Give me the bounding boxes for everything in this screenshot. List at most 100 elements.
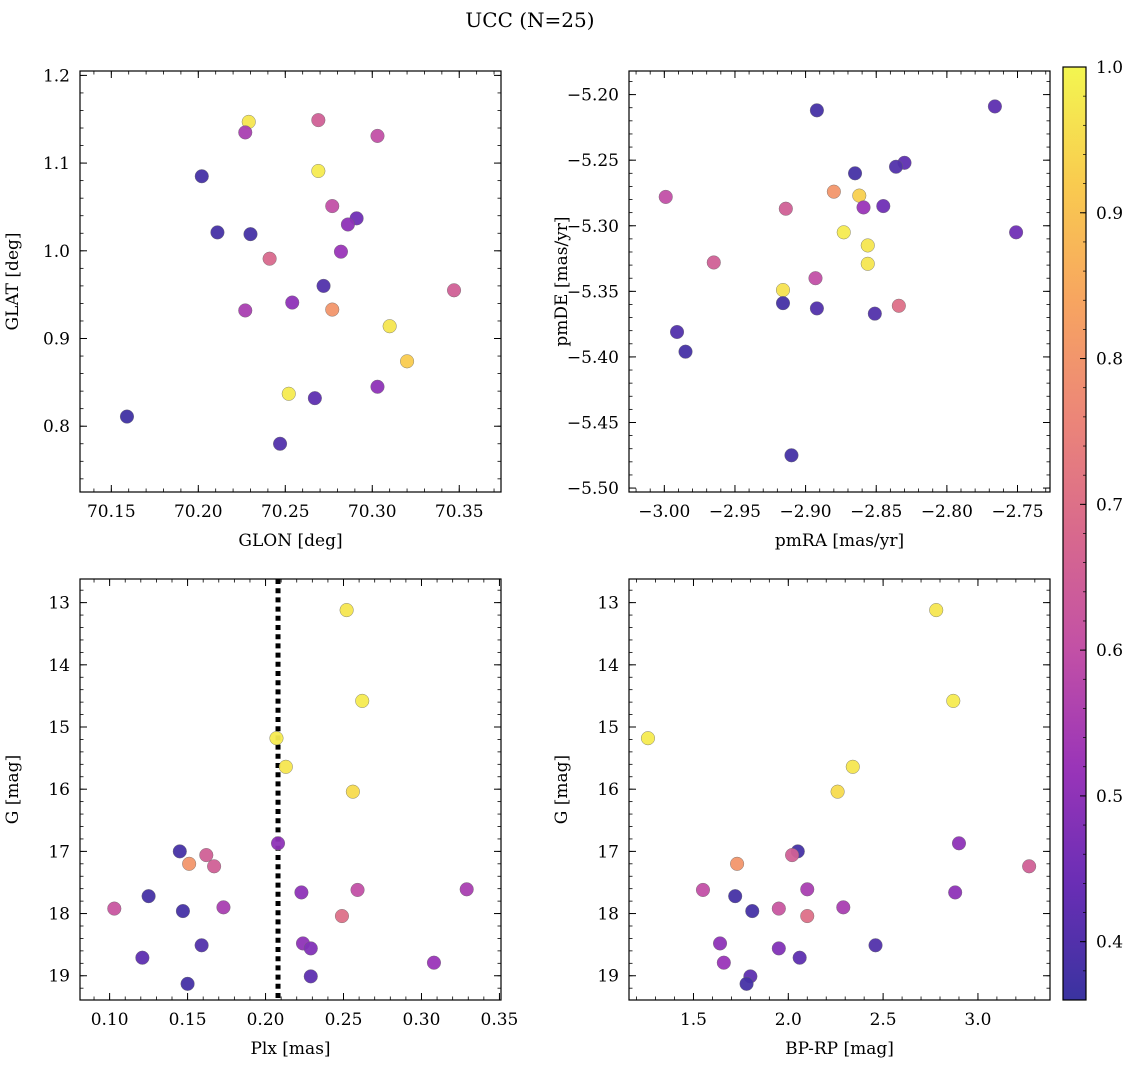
- colorbar-tick-label: 0.6: [1096, 641, 1123, 661]
- data-point: [285, 295, 300, 310]
- y-tick-label: 17: [597, 842, 619, 862]
- data-point: [771, 901, 786, 916]
- data-point: [860, 238, 875, 253]
- data-point: [194, 169, 209, 184]
- x-axis-label: GLON [deg]: [238, 531, 342, 551]
- data-point: [180, 976, 195, 991]
- data-point: [778, 201, 793, 216]
- colorbar-tick-label: 0.9: [1096, 204, 1123, 224]
- data-point: [210, 225, 225, 240]
- data-point: [836, 225, 851, 240]
- data-point: [334, 909, 349, 924]
- x-tick-label: −2.85: [850, 502, 902, 522]
- data-point: [345, 784, 360, 799]
- y-tick-label: 13: [597, 594, 619, 614]
- x-tick-label: 0.15: [169, 1010, 207, 1030]
- data-point: [775, 283, 790, 298]
- data-point: [135, 950, 150, 965]
- data-point: [867, 306, 882, 321]
- y-tick-label: 17: [48, 842, 70, 862]
- y-tick-label: 19: [48, 967, 70, 987]
- y-tick-label: 16: [48, 780, 70, 800]
- x-tick-label: 0.10: [91, 1010, 129, 1030]
- data-point: [269, 731, 284, 746]
- y-tick-label: 14: [48, 656, 70, 676]
- data-point: [670, 324, 685, 339]
- x-tick-label: 0.25: [325, 1010, 363, 1030]
- axes-frame: [79, 578, 502, 1001]
- y-tick-label: 0.8: [43, 417, 70, 437]
- data-point: [800, 882, 815, 897]
- colorbar-tick-label: 1.0: [1096, 58, 1123, 78]
- data-point: [868, 938, 883, 953]
- x-tick-label: 2.0: [775, 1010, 802, 1030]
- data-point: [426, 955, 441, 970]
- x-tick-label: 0.35: [481, 1010, 519, 1030]
- data-point: [792, 950, 807, 965]
- data-point: [951, 836, 966, 851]
- colorbar: 0.4 0.5 0.6 0.7 0.8 0.9 1.0: [1062, 58, 1123, 1001]
- y-tick-label: 1.0: [43, 242, 70, 262]
- data-point: [1009, 225, 1024, 240]
- data-point: [281, 386, 296, 401]
- y-axis-label: G [mag]: [552, 755, 572, 824]
- x-tick-label: −2.90: [780, 502, 832, 522]
- data-point: [946, 693, 961, 708]
- data-point: [294, 885, 309, 900]
- x-tick-label: 1.5: [680, 1010, 707, 1030]
- y-tick-label: −5.35: [567, 282, 619, 302]
- y-tick-label: −5.45: [567, 413, 619, 433]
- data-point: [207, 859, 222, 874]
- data-point: [891, 298, 906, 313]
- data-point: [370, 379, 385, 394]
- data-point: [889, 159, 904, 174]
- x-tick-label: 70.35: [435, 502, 484, 522]
- data-point: [695, 882, 710, 897]
- data-point: [640, 731, 655, 746]
- x-tick-label: 70.15: [87, 502, 136, 522]
- y-tick-label: 1.2: [43, 66, 70, 86]
- y-tick-label: 19: [597, 967, 619, 987]
- data-point: [713, 936, 728, 951]
- data-point: [325, 199, 340, 214]
- data-point: [739, 976, 754, 991]
- y-tick-label: 15: [597, 718, 619, 738]
- x-tick-label: −2.80: [921, 502, 973, 522]
- data-point: [728, 889, 743, 904]
- data-point: [929, 603, 944, 618]
- panel-plx-g: 0.10 0.15 0.20 0.25 0.30 0.35 13 14 15 16 17 18 19 Pl…: [3, 578, 519, 1059]
- data-point: [243, 227, 258, 242]
- data-point: [194, 938, 209, 953]
- data-point: [303, 941, 318, 956]
- data-point: [262, 251, 277, 266]
- data-point: [800, 909, 815, 924]
- data-point: [775, 296, 790, 311]
- x-tick-label: −2.95: [709, 502, 761, 522]
- data-point: [826, 184, 841, 199]
- data-point: [175, 904, 190, 919]
- data-point: [307, 391, 322, 406]
- data-point: [745, 904, 760, 919]
- x-tick-label: 70.25: [261, 502, 310, 522]
- data-point: [311, 113, 326, 128]
- y-tick-label: 15: [48, 718, 70, 738]
- colorbar-tick-label: 0.8: [1096, 350, 1123, 370]
- data-point: [1022, 859, 1037, 874]
- panel-glon-glat: 70.15 70.20 70.25 70.30 70.35 0.8 0.9 1.0 1.1 1.2…: [3, 66, 502, 551]
- x-tick-label: 2.5: [870, 1010, 897, 1030]
- x-axis-label: Plx [mas]: [250, 1039, 330, 1059]
- data-point: [333, 244, 348, 259]
- x-axis-label: pmRA [mas/yr]: [775, 531, 904, 551]
- axes-frame: [79, 70, 502, 493]
- panel-pmra-pmde: −3.00 −2.95 −2.90 −2.85 −2.80 −2.75 −5.50 −5.45…: [552, 70, 1051, 551]
- panel-bprp-g: 1.5 2.0 2.5 3.0 13 14 15 16 17 18 19 BP-RP [mag] G […: [552, 578, 1051, 1059]
- data-point: [845, 759, 860, 774]
- x-axis-label: BP-RP [mag]: [785, 1039, 894, 1059]
- data-point: [836, 900, 851, 915]
- x-tick-label: 70.20: [174, 502, 223, 522]
- data-point: [860, 256, 875, 271]
- y-tick-label: 13: [48, 594, 70, 614]
- x-tick-label: −3.00: [638, 502, 690, 522]
- data-point: [141, 889, 156, 904]
- data-point: [808, 271, 823, 286]
